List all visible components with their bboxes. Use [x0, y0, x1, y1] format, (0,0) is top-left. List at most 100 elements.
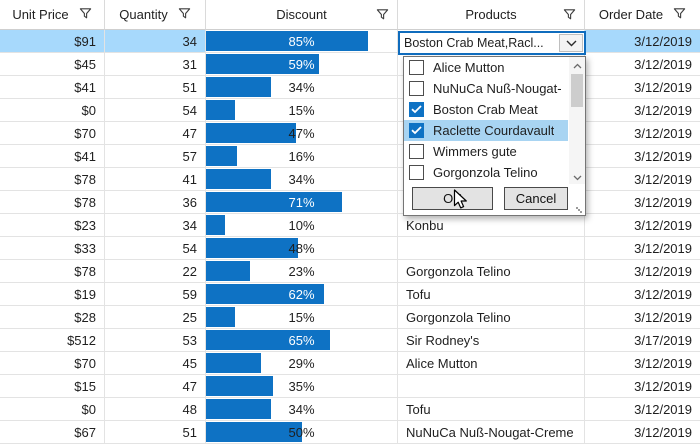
scrollbar-thumb[interactable] — [571, 74, 583, 107]
quantity-cell[interactable]: 34 — [105, 30, 206, 53]
order-date-cell[interactable]: 3/12/2019 — [585, 76, 700, 99]
filter-icon[interactable] — [178, 7, 191, 23]
unit-price-cell[interactable]: $0 — [0, 99, 105, 122]
product-cell[interactable]: Gorgonzola Telino — [398, 306, 585, 329]
filter-icon[interactable] — [79, 7, 92, 23]
order-date-cell[interactable]: 3/17/2019 — [585, 329, 700, 352]
order-date-cell[interactable]: 3/12/2019 — [585, 237, 700, 260]
cancel-button[interactable]: Cancel — [504, 187, 568, 210]
order-date-cell[interactable]: 3/12/2019 — [585, 421, 700, 444]
quantity-cell[interactable]: 36 — [105, 191, 206, 214]
quantity-cell[interactable]: 41 — [105, 168, 206, 191]
unit-price-cell[interactable]: $67 — [0, 421, 105, 444]
unit-price-cell[interactable]: $0 — [0, 398, 105, 421]
filter-icon[interactable] — [563, 8, 576, 24]
unit-price-cell[interactable]: $70 — [0, 352, 105, 375]
unit-price-cell[interactable]: $15 — [0, 375, 105, 398]
unit-price-cell[interactable]: $78 — [0, 168, 105, 191]
discount-cell[interactable]: 47% — [206, 122, 398, 145]
product-cell[interactable]: Tofu — [398, 398, 585, 421]
order-date-cell[interactable]: 3/12/2019 — [585, 99, 700, 122]
popup-resize-grip[interactable] — [572, 203, 582, 213]
discount-cell[interactable]: 85% — [206, 30, 398, 53]
quantity-cell[interactable]: 45 — [105, 352, 206, 375]
order-date-cell[interactable]: 3/12/2019 — [585, 306, 700, 329]
quantity-cell[interactable]: 59 — [105, 283, 206, 306]
quantity-cell[interactable]: 34 — [105, 214, 206, 237]
quantity-cell[interactable]: 53 — [105, 329, 206, 352]
popup-scrollbar[interactable] — [569, 57, 585, 184]
order-date-cell[interactable]: 3/12/2019 — [585, 283, 700, 306]
quantity-cell[interactable]: 51 — [105, 421, 206, 444]
order-date-cell[interactable]: 3/12/2019 — [585, 398, 700, 421]
discount-cell[interactable]: 10% — [206, 214, 398, 237]
order-date-cell[interactable]: 3/12/2019 — [585, 122, 700, 145]
discount-cell[interactable]: 15% — [206, 99, 398, 122]
product-cell[interactable]: Gorgonzola Telino — [398, 260, 585, 283]
quantity-cell[interactable]: 54 — [105, 237, 206, 260]
column-header-products[interactable]: Products — [398, 0, 585, 30]
list-item-nunuca-nu-nougat-[interactable]: NuNuCa Nuß-Nougat- — [404, 78, 568, 99]
discount-cell[interactable]: 48% — [206, 237, 398, 260]
order-date-cell[interactable]: 3/12/2019 — [585, 145, 700, 168]
product-cell[interactable]: Konbu — [398, 214, 585, 237]
quantity-cell[interactable]: 48 — [105, 398, 206, 421]
filter-icon[interactable] — [673, 7, 686, 23]
order-date-cell[interactable]: 3/12/2019 — [585, 260, 700, 283]
discount-cell[interactable]: 23% — [206, 260, 398, 283]
checkbox-checked[interactable] — [409, 102, 424, 117]
product-cell[interactable]: NuNuCa Nuß-Nougat-Creme — [398, 421, 585, 444]
unit-price-cell[interactable]: $78 — [0, 191, 105, 214]
order-date-cell[interactable]: 3/12/2019 — [585, 375, 700, 398]
quantity-cell[interactable]: 47 — [105, 122, 206, 145]
quantity-cell[interactable]: 51 — [105, 76, 206, 99]
filter-icon[interactable] — [376, 8, 389, 24]
discount-cell[interactable]: 15% — [206, 306, 398, 329]
quantity-cell[interactable]: 31 — [105, 53, 206, 76]
combobox-dropdown-button[interactable] — [559, 34, 583, 52]
order-date-cell[interactable]: 3/12/2019 — [585, 53, 700, 76]
scroll-down-button[interactable] — [569, 169, 585, 184]
unit-price-cell[interactable]: $33 — [0, 237, 105, 260]
quantity-cell[interactable]: 22 — [105, 260, 206, 283]
order-date-cell[interactable]: 3/12/2019 — [585, 30, 700, 53]
quantity-cell[interactable]: 57 — [105, 145, 206, 168]
order-date-cell[interactable]: 3/12/2019 — [585, 191, 700, 214]
unit-price-cell[interactable]: $23 — [0, 214, 105, 237]
column-header-discount[interactable]: Discount — [206, 0, 398, 30]
unit-price-cell[interactable]: $78 — [0, 260, 105, 283]
product-cell[interactable] — [398, 375, 585, 398]
discount-cell[interactable]: 65% — [206, 329, 398, 352]
scroll-up-button[interactable] — [569, 57, 585, 72]
unit-price-cell[interactable]: $70 — [0, 122, 105, 145]
product-cell[interactable] — [398, 237, 585, 260]
discount-cell[interactable]: 50% — [206, 421, 398, 444]
unit-price-cell[interactable]: $41 — [0, 145, 105, 168]
order-date-cell[interactable]: 3/12/2019 — [585, 168, 700, 191]
checkbox-unchecked[interactable] — [409, 81, 424, 96]
discount-cell[interactable]: 34% — [206, 168, 398, 191]
column-header-unit-price[interactable]: Unit Price — [0, 0, 105, 30]
list-item-wimmers-gute[interactable]: Wimmers gute — [404, 141, 568, 162]
product-cell[interactable]: Sir Rodney's — [398, 329, 585, 352]
discount-cell[interactable]: 29% — [206, 352, 398, 375]
discount-cell[interactable]: 59% — [206, 53, 398, 76]
discount-cell[interactable]: 34% — [206, 398, 398, 421]
discount-cell[interactable]: 34% — [206, 76, 398, 99]
list-item-alice-mutton[interactable]: Alice Mutton — [404, 57, 568, 78]
product-cell[interactable]: Tofu — [398, 283, 585, 306]
checkbox-unchecked[interactable] — [409, 144, 424, 159]
unit-price-cell[interactable]: $45 — [0, 53, 105, 76]
checkbox-unchecked[interactable] — [409, 165, 424, 180]
checkbox-checked[interactable] — [409, 123, 424, 138]
discount-cell[interactable]: 35% — [206, 375, 398, 398]
unit-price-cell[interactable]: $28 — [0, 306, 105, 329]
quantity-cell[interactable]: 47 — [105, 375, 206, 398]
checkbox-unchecked[interactable] — [409, 60, 424, 75]
list-item-gorgonzola-telino[interactable]: Gorgonzola Telino — [404, 162, 568, 183]
list-item-boston-crab-meat[interactable]: Boston Crab Meat — [404, 99, 568, 120]
order-date-cell[interactable]: 3/12/2019 — [585, 214, 700, 237]
product-cell[interactable]: Alice Mutton — [398, 352, 585, 375]
unit-price-cell[interactable]: $91 — [0, 30, 105, 53]
order-date-cell[interactable]: 3/12/2019 — [585, 352, 700, 375]
